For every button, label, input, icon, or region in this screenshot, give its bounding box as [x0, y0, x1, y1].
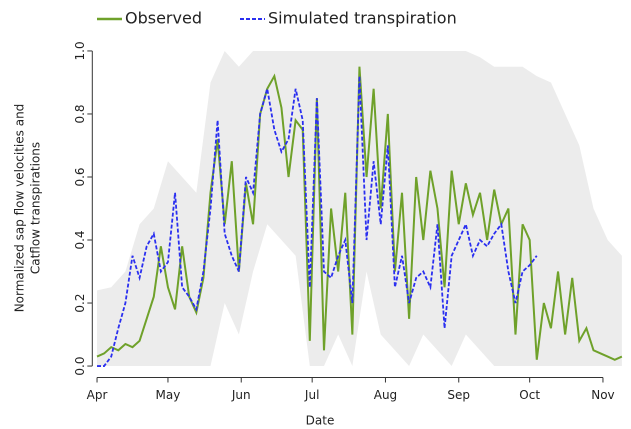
x-tick-label: Sep — [447, 388, 470, 402]
y-axis-label: Catflow transpirations — [29, 142, 43, 274]
x-tick-label: Jul — [304, 388, 319, 402]
x-tick-label: Apr — [87, 388, 108, 402]
uncertainty-band — [97, 50, 622, 367]
y-axis-label: Normalized sap flow velocities and — [13, 104, 27, 313]
series-line — [97, 76, 538, 367]
y-tick-label: 0.2 — [73, 293, 87, 312]
x-tick-label: Aug — [374, 388, 397, 402]
y-tick-label: 0.0 — [73, 357, 87, 376]
y-tick-label: 0.6 — [73, 167, 87, 186]
legend-label: Simulated transpiration — [268, 9, 457, 28]
x-tick-label: Jun — [231, 388, 251, 402]
y-tick-label: 1.0 — [73, 41, 87, 60]
y-tick-label: 0.4 — [73, 230, 87, 249]
series-line — [96, 66, 623, 361]
legend-label: Observed — [125, 9, 202, 28]
x-tick-label: Oct — [519, 388, 540, 402]
x-tick-label: Nov — [591, 388, 614, 402]
x-tick-label: May — [156, 388, 181, 402]
y-tick-label: 0.8 — [73, 104, 87, 123]
x-axis-label: Date — [306, 414, 335, 428]
